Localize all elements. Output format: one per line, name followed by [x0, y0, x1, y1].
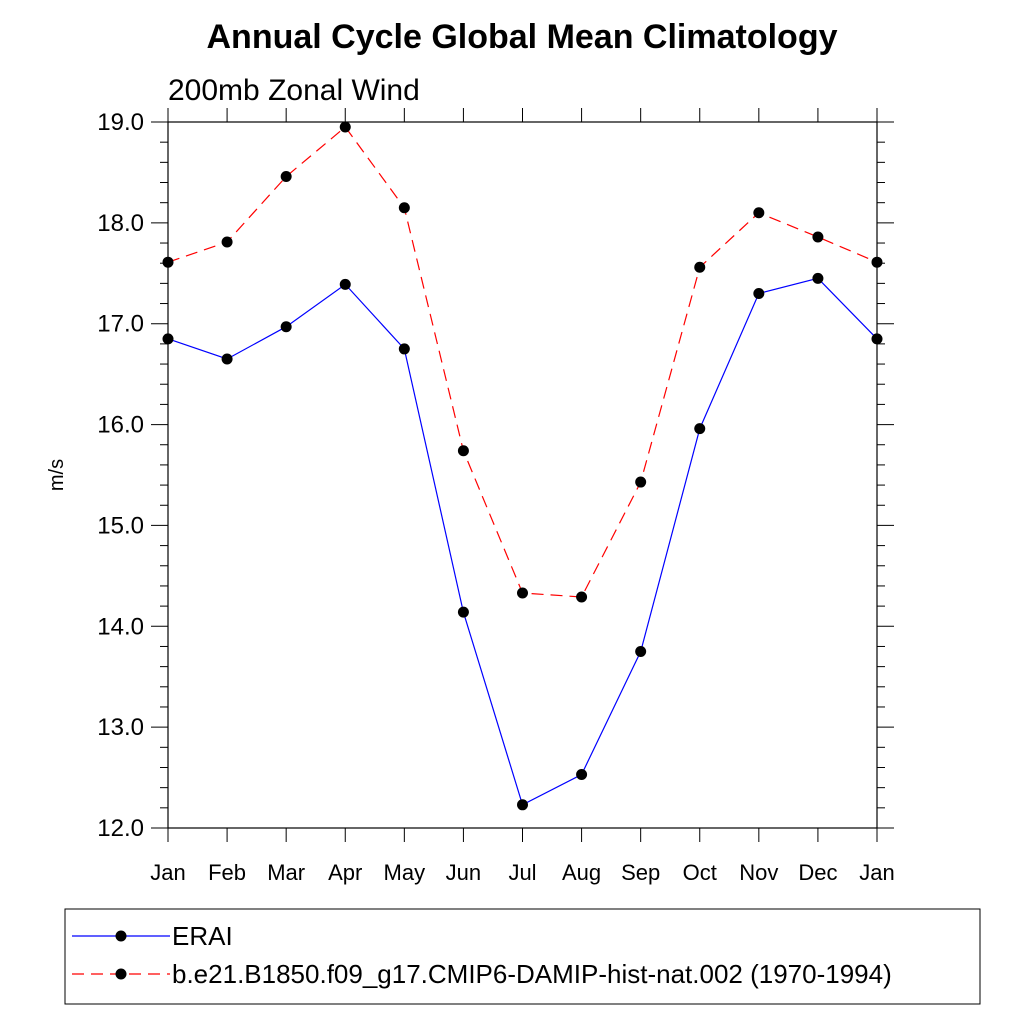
- series-line-2: [167, 126, 878, 598]
- series-2-point: [339, 121, 351, 133]
- series-1-point: [517, 799, 528, 811]
- series-2-point: [457, 445, 469, 457]
- y-tick-label: 14.0: [97, 613, 144, 640]
- series-line-1: [167, 277, 878, 806]
- y-tick-label: 19.0: [97, 109, 144, 136]
- plot-frame: [167, 121, 878, 829]
- series-2-point: [517, 587, 528, 599]
- y-tick-label: 18.0: [97, 210, 144, 237]
- axes: 12.0 13.0 14.0 15.0 16.0 17.0 18.0 19.0 Jan Feb Ma…: [97, 108, 895, 885]
- y-tick-label: 17.0: [97, 311, 144, 338]
- series-2-point: [871, 256, 883, 268]
- x-tick-label: Aug: [562, 860, 601, 885]
- x-tick-label: Jul: [508, 860, 536, 885]
- x-tick-label: Jan: [859, 860, 894, 885]
- x-tick-label: Feb: [208, 860, 246, 885]
- series-1-point: [812, 272, 824, 284]
- legend-label-1: ERAI: [172, 921, 233, 951]
- y-tick-label: 12.0: [97, 815, 144, 842]
- series-1-point: [398, 343, 410, 355]
- x-tick-label: Mar: [267, 860, 305, 885]
- series-layer: [162, 121, 883, 811]
- x-tick-label: Sep: [621, 860, 660, 885]
- series-2-point: [812, 231, 824, 243]
- legend-label-2: b.e21.B1850.f09_g17.CMIP6-DAMIP-hist-nat…: [172, 959, 892, 989]
- series-1-point: [753, 287, 765, 299]
- series-1-point: [635, 646, 647, 657]
- series-1-point: [280, 321, 292, 333]
- y-axis-label: m/s: [46, 459, 68, 491]
- series-1-point: [339, 278, 351, 290]
- series-2-point: [635, 476, 647, 488]
- chart-title: Annual Cycle Global Mean Climatology: [207, 18, 838, 56]
- x-tick-label: May: [384, 860, 426, 885]
- chart-subtitle: 200mb Zonal Wind: [168, 74, 420, 107]
- x-tick-label: Dec: [798, 860, 837, 885]
- series-1-point: [694, 423, 706, 435]
- series-1-point: [457, 606, 469, 618]
- series-1-point: [576, 769, 588, 781]
- legend-marker-1: [115, 930, 127, 942]
- series-2-point: [753, 207, 765, 219]
- y-tick-label: 13.0: [97, 714, 144, 741]
- x-tick-label: Jun: [446, 860, 481, 885]
- legend-box: [64, 908, 981, 1005]
- series-1-point: [162, 333, 174, 345]
- x-tick-label: Jan: [150, 860, 185, 885]
- series-1-point: [871, 333, 883, 345]
- legend: ERAI b.e21.B1850.f09_g17.CMIP6-DAMIP-hist…: [72, 921, 892, 989]
- x-tick-label: Nov: [739, 860, 778, 885]
- series-1-point: [221, 353, 233, 365]
- y-tick-label: 15.0: [97, 512, 144, 539]
- series-2-point: [162, 256, 174, 268]
- y-tick-label: 16.0: [97, 412, 144, 439]
- series-2-point: [221, 236, 233, 248]
- series-2-point: [280, 170, 292, 182]
- series-2-point: [694, 261, 706, 273]
- series-2-point: [576, 591, 588, 603]
- x-tick-label: Oct: [683, 860, 717, 885]
- legend-marker-2: [115, 968, 127, 980]
- x-tick-label: Apr: [328, 860, 362, 885]
- series-2-point: [398, 202, 410, 214]
